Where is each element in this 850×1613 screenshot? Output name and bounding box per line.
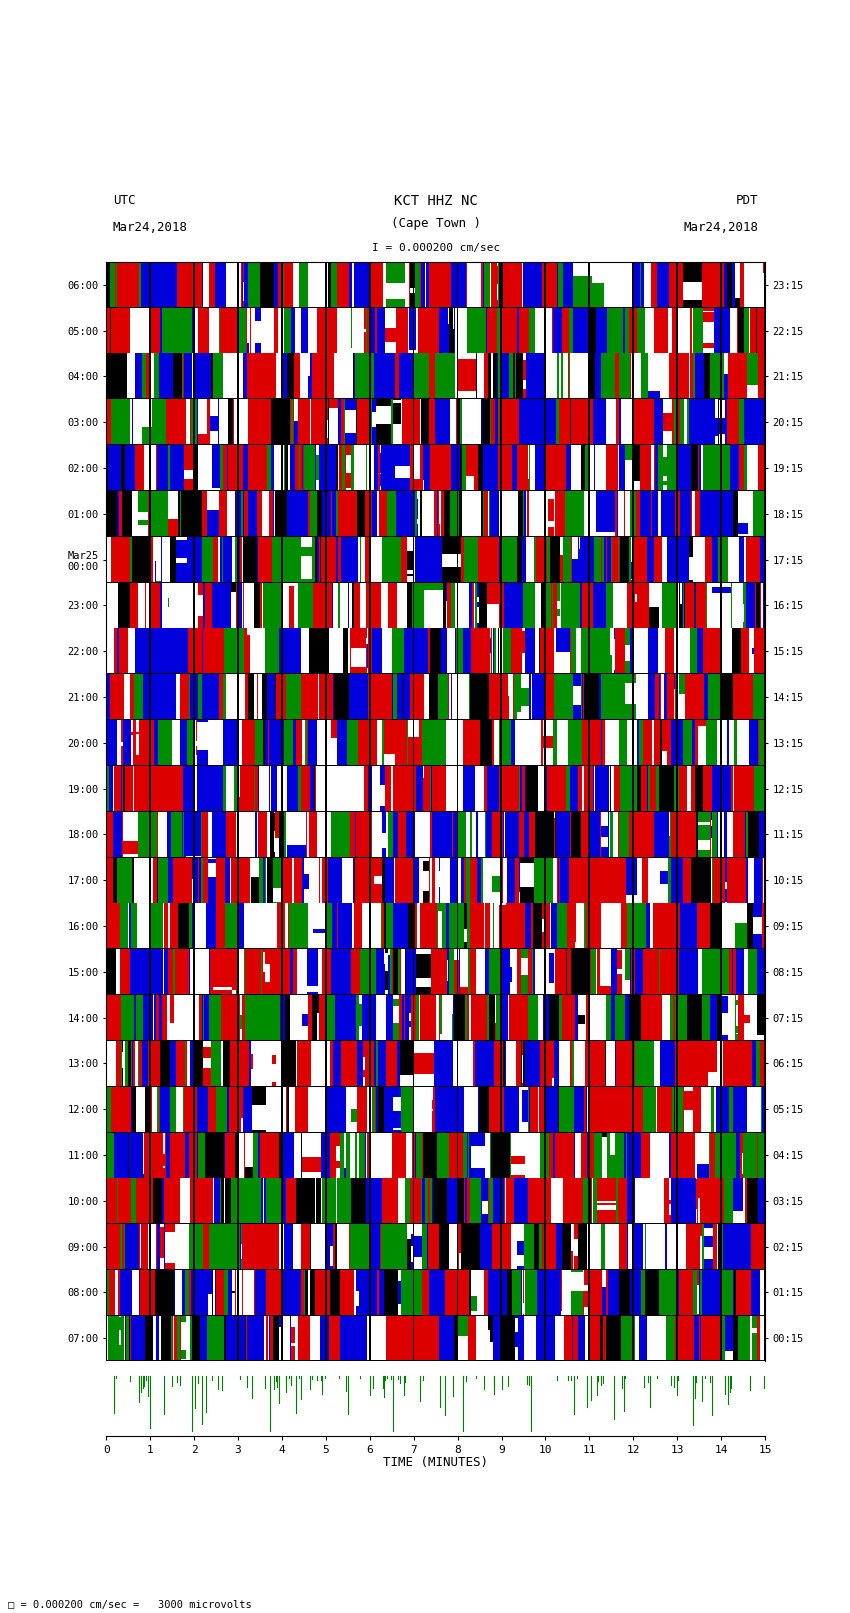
Text: Mar24,2018: Mar24,2018 [683, 221, 758, 234]
Text: PDT: PDT [736, 194, 758, 206]
Text: Mar24,2018: Mar24,2018 [113, 221, 188, 234]
Text: □ = 0.000200 cm/sec =   3000 microvolts: □ = 0.000200 cm/sec = 3000 microvolts [8, 1600, 252, 1610]
Text: I = 0.000200 cm/sec: I = 0.000200 cm/sec [371, 242, 500, 253]
X-axis label: TIME (MINUTES): TIME (MINUTES) [383, 1457, 488, 1469]
Text: UTC: UTC [113, 194, 135, 206]
Text: KCT HHZ NC: KCT HHZ NC [394, 194, 478, 208]
Text: (Cape Town ): (Cape Town ) [391, 218, 480, 231]
